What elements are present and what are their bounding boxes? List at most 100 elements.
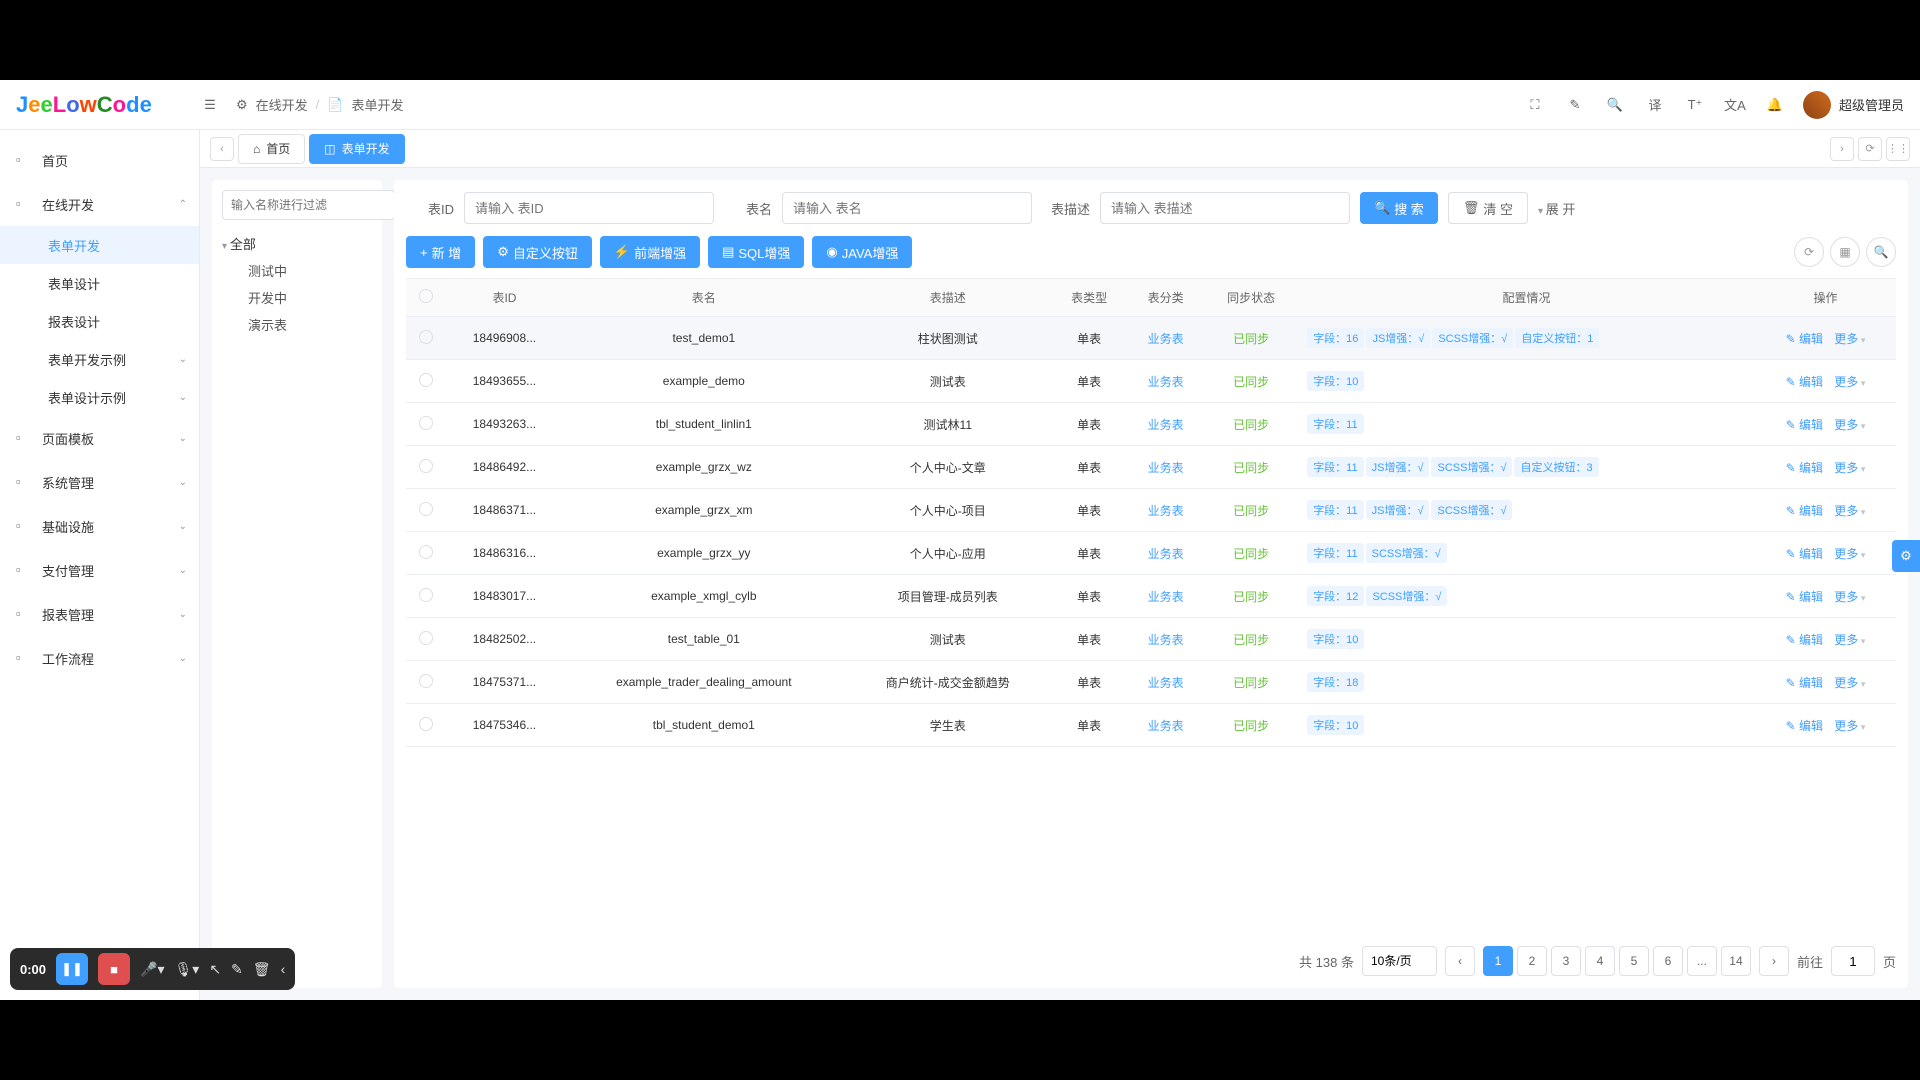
- more-button[interactable]: 更多: [1834, 719, 1865, 733]
- edit-button[interactable]: ✎ 编辑: [1786, 590, 1823, 604]
- more-button[interactable]: 更多: [1834, 332, 1865, 346]
- cell-category[interactable]: 业务表: [1148, 719, 1184, 733]
- row-checkbox[interactable]: [419, 459, 433, 473]
- sidebar-subitem[interactable]: 表单设计: [0, 264, 199, 302]
- row-checkbox[interactable]: [419, 545, 433, 559]
- sidebar-subitem[interactable]: 表单开发: [0, 226, 199, 264]
- refresh-icon[interactable]: ⟳: [1794, 237, 1824, 267]
- lang-icon[interactable]: 译: [1643, 93, 1667, 117]
- edit-button[interactable]: ✎ 编辑: [1786, 418, 1823, 432]
- sidebar-subitem[interactable]: 报表设计: [0, 302, 199, 340]
- translate-icon[interactable]: 文A: [1723, 93, 1747, 117]
- search-icon[interactable]: 🔍: [1603, 93, 1627, 117]
- cell-category[interactable]: 业务表: [1148, 504, 1184, 518]
- more-button[interactable]: 更多: [1834, 461, 1865, 475]
- table-row[interactable]: 18493263... tbl_student_linlin1 测试林11 单表…: [406, 403, 1896, 446]
- tab-menu-button[interactable]: ⋮⋮: [1886, 137, 1910, 161]
- row-checkbox[interactable]: [419, 717, 433, 731]
- more-button[interactable]: 更多: [1834, 676, 1865, 690]
- tool-icon[interactable]: ✎: [1563, 93, 1587, 117]
- font-icon[interactable]: T⁺: [1683, 93, 1707, 117]
- cell-category[interactable]: 业务表: [1148, 547, 1184, 561]
- float-settings-button[interactable]: ⚙: [1892, 540, 1920, 572]
- page-prev-button[interactable]: ‹: [1445, 946, 1475, 976]
- sidebar-collapse-button[interactable]: ☰: [196, 91, 224, 119]
- sidebar-item[interactable]: ▫基础设施⌄: [0, 504, 199, 548]
- sidebar-item[interactable]: ▫工作流程⌄: [0, 636, 199, 680]
- page-number[interactable]: 4: [1585, 946, 1615, 976]
- row-checkbox[interactable]: [419, 373, 433, 387]
- cell-category[interactable]: 业务表: [1148, 590, 1184, 604]
- recorder-collapse-icon[interactable]: ‹: [281, 961, 286, 977]
- toolbar-button[interactable]: ⚙自定义按钮: [483, 236, 592, 268]
- tree-node[interactable]: 测试中: [236, 257, 372, 284]
- toolbar-button[interactable]: +新 增: [406, 236, 475, 268]
- tree-node-root[interactable]: 全部: [222, 230, 372, 257]
- tree-filter-input[interactable]: [222, 190, 395, 220]
- more-button[interactable]: 更多: [1834, 504, 1865, 518]
- checkbox-all[interactable]: [419, 289, 433, 303]
- tree-node[interactable]: 演示表: [236, 311, 372, 338]
- sidebar-item[interactable]: ▫系统管理⌄: [0, 460, 199, 504]
- column-icon[interactable]: ▦: [1830, 237, 1860, 267]
- row-checkbox[interactable]: [419, 416, 433, 430]
- recorder-pen-icon[interactable]: ✎: [231, 961, 243, 978]
- sidebar-item[interactable]: ▫首页: [0, 138, 199, 182]
- page-number[interactable]: 1: [1483, 946, 1513, 976]
- edit-button[interactable]: ✎ 编辑: [1786, 719, 1823, 733]
- search-input-name[interactable]: [782, 192, 1032, 224]
- tab[interactable]: ◫表单开发: [309, 134, 404, 164]
- clear-button[interactable]: 🗑清 空: [1448, 192, 1528, 224]
- cell-category[interactable]: 业务表: [1148, 418, 1184, 432]
- page-next-button[interactable]: ›: [1759, 946, 1789, 976]
- page-size-select[interactable]: 10条/页: [1362, 946, 1437, 976]
- page-number[interactable]: 3: [1551, 946, 1581, 976]
- table-row[interactable]: 18483017... example_xmgl_cylb 项目管理-成员列表 …: [406, 575, 1896, 618]
- search-button[interactable]: 🔍搜 索: [1360, 192, 1438, 224]
- recorder-cursor-icon[interactable]: ↖: [209, 961, 221, 978]
- row-checkbox[interactable]: [419, 330, 433, 344]
- more-button[interactable]: 更多: [1834, 375, 1865, 389]
- page-jump-input[interactable]: [1831, 946, 1875, 976]
- sidebar-item[interactable]: ▫页面模板⌄: [0, 416, 199, 460]
- table-row[interactable]: 18486371... example_grzx_xm 个人中心-项目 单表 业…: [406, 489, 1896, 532]
- edit-button[interactable]: ✎ 编辑: [1786, 461, 1823, 475]
- toolbar-button[interactable]: ⚡前端增强: [600, 236, 700, 268]
- cell-category[interactable]: 业务表: [1148, 676, 1184, 690]
- edit-button[interactable]: ✎ 编辑: [1786, 504, 1823, 518]
- cell-category[interactable]: 业务表: [1148, 461, 1184, 475]
- row-checkbox[interactable]: [419, 631, 433, 645]
- recorder-pause-button[interactable]: ❚❚: [56, 953, 88, 985]
- recorder-trash-icon[interactable]: 🗑: [253, 961, 271, 978]
- more-button[interactable]: 更多: [1834, 547, 1865, 561]
- edit-button[interactable]: ✎ 编辑: [1786, 375, 1823, 389]
- sidebar-subitem[interactable]: 表单设计示例⌄: [0, 378, 199, 416]
- search-toggle-icon[interactable]: 🔍: [1866, 237, 1896, 267]
- table-row[interactable]: 18475371... example_trader_dealing_amoun…: [406, 661, 1896, 704]
- tab-next-button[interactable]: ›: [1830, 137, 1854, 161]
- page-number[interactable]: 14: [1721, 946, 1751, 976]
- cell-category[interactable]: 业务表: [1148, 375, 1184, 389]
- table-row[interactable]: 18486316... example_grzx_yy 个人中心-应用 单表 业…: [406, 532, 1896, 575]
- tab-refresh-button[interactable]: ⟳: [1858, 137, 1882, 161]
- table-row[interactable]: 18496908... test_demo1 柱状图测试 单表 业务表 已同步 …: [406, 317, 1896, 360]
- toolbar-button[interactable]: ▤SQL增强: [708, 236, 804, 268]
- edit-button[interactable]: ✎ 编辑: [1786, 332, 1823, 346]
- row-checkbox[interactable]: [419, 588, 433, 602]
- tab-prev-button[interactable]: ‹: [210, 137, 234, 161]
- search-input-id[interactable]: [464, 192, 714, 224]
- more-button[interactable]: 更多: [1834, 590, 1865, 604]
- sidebar-item[interactable]: ▫报表管理⌄: [0, 592, 199, 636]
- recorder-mic2-icon[interactable]: 🎙▾: [175, 961, 200, 978]
- user-menu[interactable]: 超级管理员: [1803, 91, 1904, 119]
- cell-category[interactable]: 业务表: [1148, 332, 1184, 346]
- table-row[interactable]: 18475346... tbl_student_demo1 学生表 单表 业务表…: [406, 704, 1896, 747]
- row-checkbox[interactable]: [419, 674, 433, 688]
- recorder-mic-icon[interactable]: 🎤▾: [140, 961, 164, 978]
- more-button[interactable]: 更多: [1834, 633, 1865, 647]
- page-number[interactable]: 5: [1619, 946, 1649, 976]
- sidebar-item[interactable]: ▫在线开发⌃: [0, 182, 199, 226]
- edit-button[interactable]: ✎ 编辑: [1786, 547, 1823, 561]
- tab[interactable]: ⌂首页: [238, 134, 305, 164]
- edit-button[interactable]: ✎ 编辑: [1786, 633, 1823, 647]
